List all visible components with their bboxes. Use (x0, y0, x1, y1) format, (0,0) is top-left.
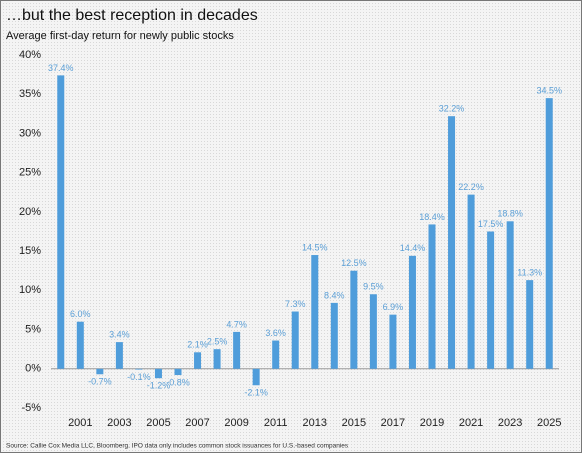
bar (369, 294, 377, 369)
value-label: 18.8% (497, 209, 523, 219)
y-tick-label: 5% (25, 323, 41, 335)
value-label: 9.5% (363, 282, 384, 292)
bar (57, 75, 65, 369)
bar (350, 270, 358, 369)
x-tick-label: 2021 (459, 417, 483, 429)
bar (213, 349, 221, 369)
value-label: 14.5% (302, 242, 328, 252)
bar (428, 224, 436, 369)
bar (135, 368, 143, 370)
value-label: 32.2% (439, 104, 465, 114)
value-label: 12.5% (341, 258, 367, 268)
bar (467, 194, 475, 369)
bar (96, 368, 104, 375)
bar (272, 340, 280, 369)
value-label: 37.4% (48, 63, 74, 73)
x-tick-label: 2015 (342, 417, 366, 429)
bar (448, 116, 456, 369)
value-label: -2.1% (244, 388, 268, 398)
y-tick-label: 0% (25, 363, 41, 375)
value-label: 3.4% (109, 329, 130, 339)
value-label: 18.4% (419, 212, 445, 222)
x-tick-label: 2009 (224, 417, 248, 429)
x-tick-label: 2025 (537, 417, 561, 429)
y-tick-label: 40% (19, 49, 41, 61)
value-label: 14.4% (400, 243, 426, 253)
value-label: 22.2% (458, 182, 484, 192)
value-label: 2.1% (187, 340, 208, 350)
value-label: 11.3% (517, 268, 542, 278)
bar (408, 255, 416, 369)
x-tick-label: 2017 (381, 417, 405, 429)
bar (389, 314, 397, 369)
bar (252, 368, 260, 386)
x-tick-label: 2001 (68, 417, 92, 429)
value-label: 34.5% (536, 86, 562, 96)
bar (330, 302, 338, 369)
bar (291, 311, 299, 369)
value-label: -0.1% (127, 372, 151, 382)
value-label: -0.8% (166, 377, 190, 387)
y-tick-label: 35% (19, 88, 41, 100)
bar (76, 321, 84, 369)
x-tick-label: 2003 (107, 417, 131, 429)
value-label: -1.2% (147, 381, 171, 391)
bar (233, 331, 241, 369)
chart-title: …but the best reception in decades (6, 7, 258, 24)
bar (194, 352, 202, 369)
y-tick-label: 25% (19, 167, 41, 179)
value-label: 6.9% (383, 302, 404, 312)
y-tick-label: -5% (21, 402, 41, 414)
value-label: 4.7% (226, 319, 247, 329)
y-tick-label: 30% (19, 127, 41, 139)
value-label: 2.5% (207, 337, 228, 347)
y-tick-label: 15% (19, 245, 41, 257)
bar (115, 342, 123, 369)
value-label: 7.3% (285, 299, 306, 309)
source-note: Source: Callie Cox Media LLC, Bloomberg.… (6, 443, 349, 450)
value-label: -0.7% (88, 377, 112, 387)
x-tick-label: 2005 (146, 417, 170, 429)
y-tick-label: 10% (19, 284, 41, 296)
x-tick-label: 2007 (185, 417, 209, 429)
bar (526, 280, 534, 369)
x-tick-label: 2023 (498, 417, 522, 429)
value-label: 8.4% (324, 290, 345, 300)
y-tick-label: 20% (19, 206, 41, 218)
value-label: 6.0% (70, 309, 91, 319)
bar (154, 368, 162, 379)
x-tick-label: 2019 (420, 417, 444, 429)
bar (506, 221, 514, 369)
bar (174, 368, 182, 376)
x-tick-label: 2011 (264, 417, 288, 429)
chart-subtitle: Average first-day return for newly publi… (6, 30, 234, 42)
value-label: 17.5% (478, 219, 504, 229)
bar (545, 98, 553, 369)
bar (311, 255, 319, 369)
x-tick-label: 2013 (303, 417, 327, 429)
value-label: 3.6% (265, 328, 286, 338)
bar (487, 231, 495, 369)
